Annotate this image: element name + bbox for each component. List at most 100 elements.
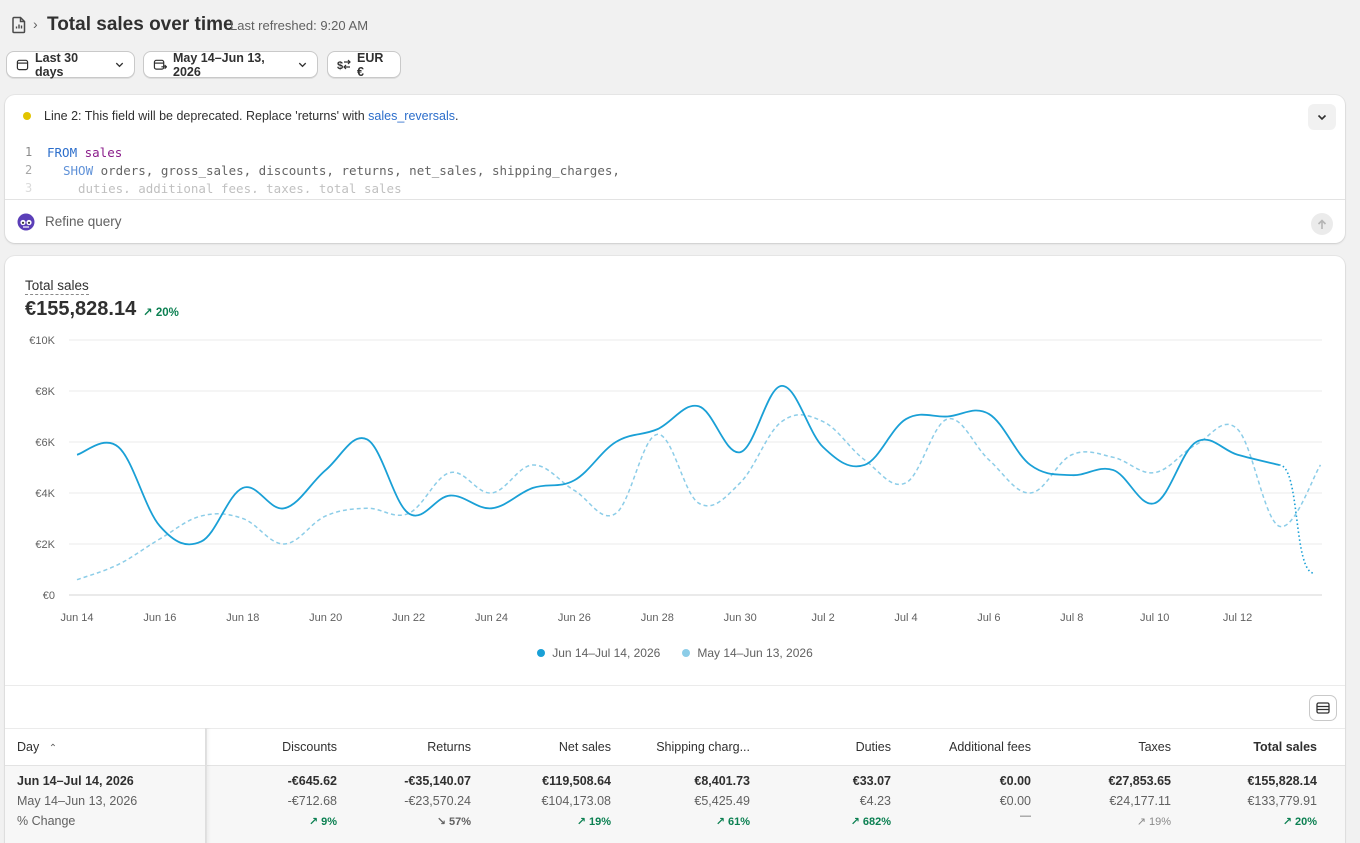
- trend-up-icon: ↗: [143, 307, 153, 319]
- table-cell: -€712.68: [287, 794, 337, 808]
- change-cell: ↗ 19%: [1136, 816, 1171, 828]
- chart-legend: Jun 14–Jul 14, 2026 May 14–Jun 13, 2026: [5, 646, 1345, 660]
- table-header: Day ⌃ Discounts Returns Net sales Shippi…: [5, 728, 1345, 766]
- chevron-down-icon: [298, 62, 307, 68]
- line-number: 1: [25, 145, 33, 159]
- legend-item-comparison[interactable]: May 14–Jun 13, 2026: [682, 646, 813, 660]
- column-header-discounts[interactable]: Discounts: [282, 740, 337, 754]
- table-cell: €8,401.73: [694, 774, 750, 788]
- line-number: 2: [25, 163, 33, 177]
- code-keyword: FROM: [47, 145, 78, 160]
- chevron-down-icon: [1317, 114, 1327, 121]
- column-header-taxes[interactable]: Taxes: [1138, 740, 1171, 754]
- code-keyword: SHOW: [63, 163, 94, 178]
- x-tick-label: Jun 18: [226, 612, 259, 624]
- table-cell: -€645.62: [287, 774, 337, 788]
- table-cell: €155,828.14: [1247, 774, 1317, 788]
- warning-suffix: .: [455, 109, 459, 123]
- change-cell: ↘ 57%: [436, 816, 471, 828]
- code-line-2: SHOW orders, gross_sales, discounts, ret…: [63, 163, 620, 178]
- submit-query-button[interactable]: [1311, 213, 1333, 235]
- chevron-down-icon: [115, 62, 124, 68]
- change-cell: ↗ 20%: [1282, 816, 1317, 828]
- y-tick-label: €8K: [35, 386, 55, 398]
- x-tick-label: Jul 8: [1060, 612, 1083, 624]
- column-header-total-sales[interactable]: Total sales: [1253, 740, 1317, 754]
- currency-button[interactable]: $ EUR €: [327, 50, 401, 79]
- code-table-name: sales: [77, 145, 123, 160]
- column-header-day[interactable]: Day ⌃: [17, 740, 57, 754]
- row-label-current: Jun 14–Jul 14, 2026: [17, 774, 134, 788]
- currency-exchange-icon: $: [337, 59, 351, 71]
- collapse-query-button[interactable]: [1308, 104, 1336, 130]
- table-body: Jun 14–Jul 14, 2026 May 14–Jun 13, 2026 …: [5, 766, 1345, 843]
- query-editor-card: Line 2: This field will be deprecated. R…: [5, 95, 1345, 243]
- table-cell: €119,508.64: [542, 774, 611, 788]
- calendar-icon: [16, 59, 29, 71]
- comparison-range-button[interactable]: May 14–Jun 13, 2026: [143, 51, 318, 79]
- x-tick-label: Jun 24: [475, 612, 508, 624]
- metric-label[interactable]: Total sales: [25, 278, 89, 295]
- change-cell: ↗ 19%: [576, 816, 611, 828]
- divider: [5, 685, 1345, 686]
- report-icon: [12, 16, 26, 34]
- arrow-up-icon: [1317, 218, 1327, 229]
- table-cell: €24,177.11: [1109, 794, 1171, 808]
- column-header-shipping[interactable]: Shipping charg...: [656, 740, 750, 754]
- x-tick-label: Jun 26: [558, 612, 591, 624]
- line-chart: €0 €2K €4K €6K €8K €10K Jun 14 Jun 16 Jun 18 Jun …: [29, 335, 1322, 624]
- y-tick-label: €10K: [29, 335, 55, 347]
- column-header-returns[interactable]: Returns: [427, 740, 471, 754]
- column-header-net-sales[interactable]: Net sales: [558, 740, 611, 754]
- table-view-button[interactable]: [1309, 695, 1337, 721]
- legend-item-current[interactable]: Jun 14–Jul 14, 2026: [537, 646, 660, 660]
- x-tick-label: Jun 22: [392, 612, 425, 624]
- table-cell: €27,853.65: [1108, 774, 1171, 788]
- metric-value: €155,828.14: [25, 298, 137, 320]
- legend-dot-icon: [537, 649, 546, 657]
- row-label-change: % Change: [17, 814, 76, 828]
- code-line-3: duties, additional_fees, taxes, total_sa…: [78, 181, 402, 193]
- query-code-editor[interactable]: 1 FROM sales 2 SHOW orders, gross_sales,…: [5, 143, 1345, 193]
- metric-change-badge: ↗ 20%: [143, 305, 179, 319]
- column-header-additional-fees[interactable]: Additional fees: [948, 740, 1031, 754]
- series-line-comparison: [76, 414, 1322, 581]
- table-cell: -€35,140.07: [404, 774, 471, 788]
- y-tick-label: €6K: [35, 437, 55, 449]
- compare-calendar-icon: [153, 59, 167, 70]
- currency-label: EUR €: [357, 50, 384, 79]
- code-line-1: FROM sales: [47, 145, 122, 160]
- legend-label: May 14–Jun 13, 2026: [697, 646, 813, 660]
- x-tick-label: Jul 10: [1140, 612, 1169, 624]
- table-cell: €5,425.49: [694, 794, 750, 808]
- table-cell: €0.00: [999, 794, 1031, 808]
- sort-icon: ⌃: [48, 743, 58, 754]
- x-tick-label: Jul 12: [1223, 612, 1252, 624]
- table-cell: €0.00: [999, 774, 1031, 788]
- series-line-current: [76, 384, 1280, 546]
- date-range-label: Last 30 days: [35, 50, 79, 79]
- table-cell: €33.07: [852, 774, 891, 788]
- table-cell: €133,779.91: [1247, 794, 1317, 808]
- series-line-current-incomplete: [1278, 464, 1315, 575]
- change-cell: ↗ 61%: [715, 816, 750, 828]
- line-number: 3: [25, 181, 33, 193]
- metric-change-value: 20%: [155, 307, 179, 319]
- x-tick-label: Jun 14: [60, 612, 93, 624]
- x-tick-label: Jul 2: [811, 612, 834, 624]
- x-tick-label: Jul 4: [894, 612, 917, 624]
- change-cell: —: [1020, 810, 1031, 822]
- table-cell: €104,173.08: [541, 794, 611, 808]
- code-fields: orders, gross_sales, discounts, returns,…: [93, 163, 620, 178]
- page-title: Total sales over time: [47, 14, 234, 35]
- x-tick-label: Jun 30: [724, 612, 757, 624]
- chart-card: Total sales €155,828.14 ↗ 20% €0 €2K €4K €6…: [5, 256, 1345, 843]
- sales-reversals-link[interactable]: sales_reversals: [368, 109, 456, 123]
- x-tick-label: Jun 20: [309, 612, 342, 624]
- sidekick-avatar-icon: [17, 213, 35, 231]
- column-header-duties[interactable]: Duties: [855, 740, 891, 754]
- legend-dot-icon: [682, 649, 691, 657]
- date-range-button[interactable]: Last 30 days: [6, 50, 135, 79]
- refine-query-input[interactable]: Refine query: [45, 214, 122, 229]
- y-tick-label: €0: [43, 590, 55, 602]
